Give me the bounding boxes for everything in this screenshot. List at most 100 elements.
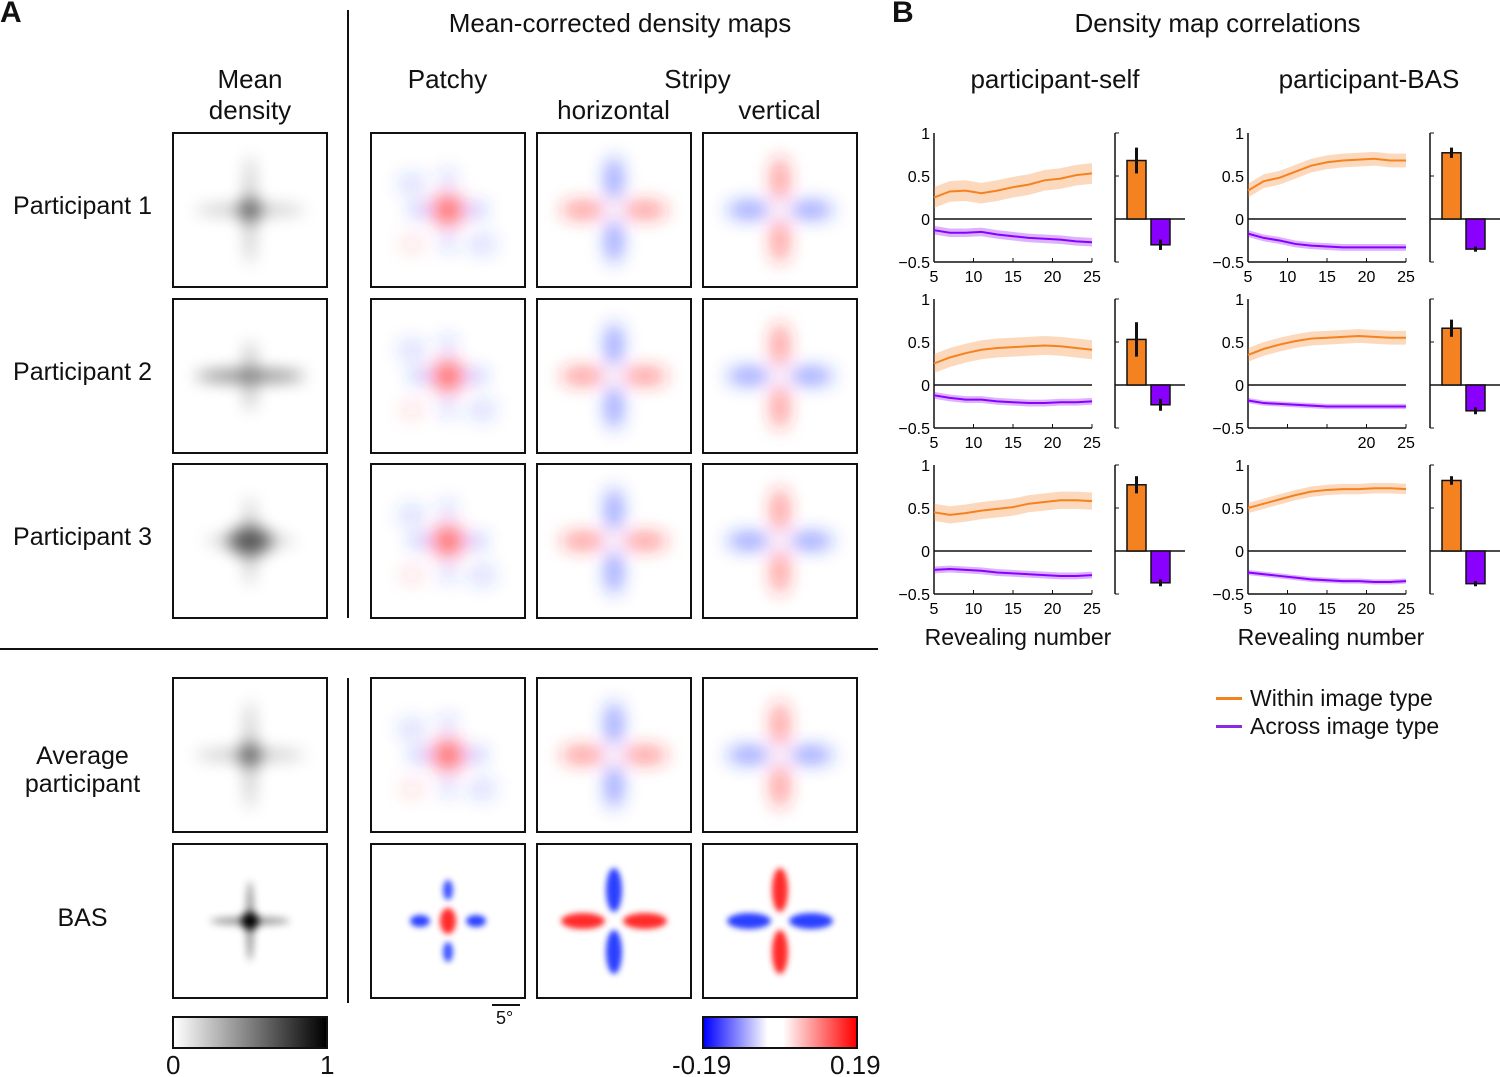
chart-1-self-ytick: 0.5 xyxy=(908,169,930,186)
density-map-participant-3-mean xyxy=(172,463,328,619)
density-map-participant-2-mean xyxy=(172,298,328,454)
chart-2-self-ytick: −0.5 xyxy=(898,421,930,438)
gray-colorbar-max: 1 xyxy=(320,1050,335,1077)
diverging-colorbar-max: 0.19 xyxy=(830,1050,881,1077)
chart-1-bas-ytick: 0.5 xyxy=(1222,169,1244,186)
col-stripy: Stripy xyxy=(664,64,731,94)
chart-2-bas-xtick: 20 xyxy=(1358,435,1376,452)
chart-3-bas-ytick: −0.5 xyxy=(1212,587,1244,604)
col-horizontal: horizontal xyxy=(557,95,670,125)
chart-1-self-xtick: 25 xyxy=(1083,269,1101,286)
chart-2-self-within-line xyxy=(933,344,1093,365)
chart-3-self-across-line xyxy=(933,568,1093,577)
chart-2-self-xtick: 20 xyxy=(1044,435,1062,452)
vertical-divider-top xyxy=(347,10,349,618)
chart-1-self-xtick: 15 xyxy=(1004,269,1022,286)
chart-1-bas-xtick: 10 xyxy=(1279,269,1297,286)
diverging-colorbar-min: -0.19 xyxy=(672,1050,732,1077)
density-map-participant-2-horizontal xyxy=(536,298,692,454)
chart-3-self-ytick: 1 xyxy=(921,458,930,475)
chart-3-self-ytick: 0 xyxy=(921,544,930,561)
col-vertical: vertical xyxy=(738,95,821,125)
density-map-bas-mean xyxy=(172,843,328,999)
chart-2-bas-across-line xyxy=(1247,399,1406,408)
col-patchy: Patchy xyxy=(407,64,488,94)
density-map-participant-3-horizontal xyxy=(536,463,692,619)
chart-3-self-xtick: 15 xyxy=(1004,601,1022,618)
chart-1-self-ytick: −0.5 xyxy=(898,255,930,272)
density-map-bas-vertical xyxy=(702,843,858,999)
vertical-divider-bottom xyxy=(347,678,349,1003)
legend-within-swatch xyxy=(1216,697,1242,700)
chart-2-bas-within-band xyxy=(1248,329,1406,362)
chart-2-self-xtick: 15 xyxy=(1004,435,1022,452)
chart-2-bas-bar-across xyxy=(1465,384,1486,412)
chart-3-self-bar-across xyxy=(1150,550,1171,584)
chart-2-bas-xtick: 25 xyxy=(1397,435,1415,452)
chart-3-bas-xtick: 25 xyxy=(1397,601,1415,618)
chart-1-self-ytick: 1 xyxy=(921,126,930,143)
chart-1-bas-across-line xyxy=(1247,232,1406,249)
chart-3-bas-xtick: 5 xyxy=(1244,601,1253,618)
chart-2-bas-ytick: −0.5 xyxy=(1212,421,1244,438)
chart-3-bas-bar-within xyxy=(1441,479,1462,552)
gray-colorbar xyxy=(172,1016,328,1049)
chart-2-self-xtick: 25 xyxy=(1083,435,1101,452)
legend-across-label: Across image type xyxy=(1250,713,1440,739)
row-participant-2: Participant 2 xyxy=(13,358,152,386)
horizontal-divider xyxy=(0,648,878,650)
density-map-participant-1-horizontal xyxy=(536,132,692,288)
panel-a-title: Mean-corrected density maps xyxy=(448,8,792,38)
density-map-participant-1-patchy xyxy=(370,132,526,288)
chart-1-self-xtick: 10 xyxy=(965,269,983,286)
chart-3-bas-ytick: 1 xyxy=(1235,458,1244,475)
chart-1-bas-xtick: 25 xyxy=(1397,269,1415,286)
density-map-bas-patchy xyxy=(370,843,526,999)
chart-3-bas-xtick: 20 xyxy=(1358,601,1376,618)
chart-1-self-across-line xyxy=(933,229,1093,244)
panel-b-title: Density map correlations xyxy=(1074,8,1361,38)
chart-1-self-within-line xyxy=(933,172,1093,199)
density-map-average-patchy xyxy=(370,677,526,833)
chart-3-bas-within-band xyxy=(1248,483,1406,514)
gray-colorbar-min: 0 xyxy=(166,1050,181,1077)
legend-across-swatch xyxy=(1216,725,1242,728)
chart-1-bas-across-band xyxy=(1248,230,1406,251)
chart-3-bas-within-line xyxy=(1247,487,1407,509)
chart-2-self-xtick: 5 xyxy=(930,435,939,452)
chart-1-self-within-band xyxy=(934,163,1092,208)
col-participant-bas: participant-BAS xyxy=(1278,64,1460,94)
chart-3-bas-across-line xyxy=(1247,571,1407,583)
chart-3-self-ytick: 0.5 xyxy=(908,501,930,518)
scale-bar-label: 5° xyxy=(496,1008,514,1028)
chart-1-bas-within-line xyxy=(1247,157,1406,192)
chart-3-bas-ytick: 0 xyxy=(1235,544,1244,561)
chart-1-bas-bar-across xyxy=(1465,218,1486,250)
chart-3-bas-bar-across xyxy=(1465,550,1486,585)
chart-1-bas-xtick: 5 xyxy=(1244,269,1253,286)
density-map-participant-3-vertical xyxy=(702,463,858,619)
legend-within-label: Within image type xyxy=(1250,685,1433,711)
chart-1-bas-ytick: 1 xyxy=(1235,126,1244,143)
chart-3-bas-ytick: 0.5 xyxy=(1222,501,1244,518)
panel-a-label: A xyxy=(0,0,22,29)
chart-2-self-across-line xyxy=(933,394,1093,405)
chart-2-bas-ytick: 1 xyxy=(1235,292,1244,309)
chart-3-self-xtick: 25 xyxy=(1083,601,1101,618)
diverging-colorbar xyxy=(702,1016,858,1049)
density-map-participant-2-patchy xyxy=(370,298,526,454)
row-participant-1: Participant 1 xyxy=(13,192,152,220)
chart-2-self-xtick: 10 xyxy=(965,435,983,452)
row-participant-3: Participant 3 xyxy=(13,523,152,551)
chart-2-self-ytick: 0.5 xyxy=(908,335,930,352)
chart-3-bas-xtick: 10 xyxy=(1279,601,1297,618)
scale-bar xyxy=(492,1004,520,1006)
chart-3-self-xtick: 10 xyxy=(965,601,983,618)
chart-3-self-within-line xyxy=(933,499,1093,516)
chart-1-self-xtick: 20 xyxy=(1044,269,1062,286)
chart-1-bas-ytick: 0 xyxy=(1235,212,1244,229)
panel-b-label: B xyxy=(892,0,914,29)
chart-1-self-xtick: 5 xyxy=(930,269,939,286)
